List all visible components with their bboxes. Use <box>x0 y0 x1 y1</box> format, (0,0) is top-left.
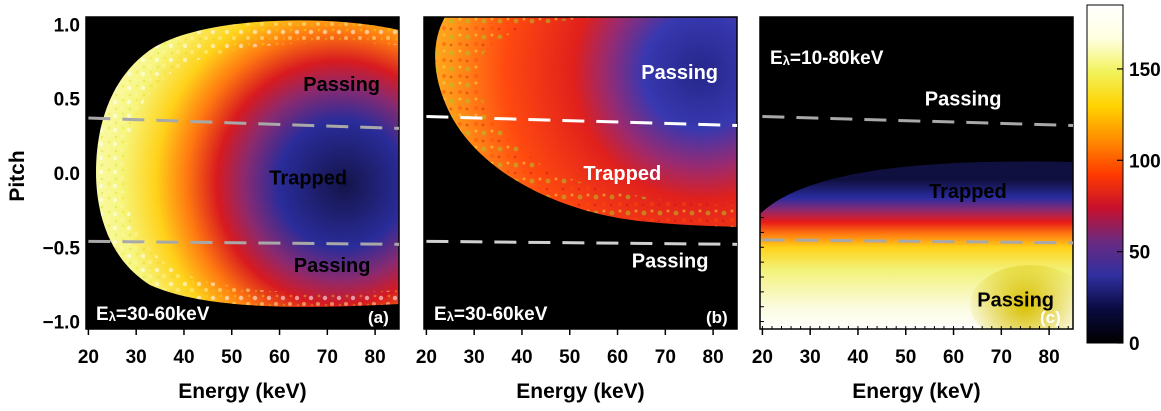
panel-c-glow <box>970 265 1073 329</box>
x-tick-label: 70 <box>317 347 338 368</box>
x-tick-label: 40 <box>173 347 194 368</box>
y-axis: 1.0 0.5 0.0 −0.5 −1.0 <box>42 15 764 334</box>
region-label-trapped: Trapped <box>269 167 347 189</box>
region-label-passing: Passing <box>977 289 1054 311</box>
colorbar-tick-label: 100 <box>1129 151 1161 172</box>
boundary-line <box>426 115 738 127</box>
x-tick-label: 60 <box>943 347 964 368</box>
panel-b-energy-range: Eλ=30-60keV <box>434 304 548 325</box>
x-tick-label: 40 <box>847 347 868 368</box>
colorbar-bar <box>1086 4 1124 344</box>
panel-c-energy-range: Eλ=10-80keV <box>770 48 884 69</box>
x-tick-label: 70 <box>991 347 1012 368</box>
x-tick-label: 80 <box>703 347 724 368</box>
panel-c-tag: (c) <box>1040 308 1061 327</box>
x-tick-label: 30 <box>464 347 485 368</box>
region-label-passing: Passing <box>632 251 709 273</box>
region-label-passing: Passing <box>294 255 371 277</box>
region-label-trapped: Trapped <box>583 163 661 185</box>
colorbar-tick-label: 150 <box>1129 60 1161 81</box>
boundary-line <box>88 116 400 130</box>
panel-a-energy-range: Eλ=30-60keV <box>96 304 210 325</box>
region-label-passing: Passing <box>641 62 718 84</box>
panel-b-tag: (b) <box>706 308 728 327</box>
region-label-trapped: Trapped <box>929 181 1007 203</box>
x-tick-label: 80 <box>365 347 386 368</box>
y-tick-label: 0.5 <box>54 90 81 111</box>
panel-c: Passing Trapped Passing Eλ=10-80keV (c) <box>759 16 1074 330</box>
region-label-passing: Passing <box>303 74 380 96</box>
x-tick-label: 50 <box>221 347 242 368</box>
region-label-passing: Passing <box>925 89 1002 111</box>
x-tick-label: 20 <box>752 347 773 368</box>
panel-a-tag: (a) <box>368 308 389 327</box>
boundary-line <box>762 238 1074 245</box>
x-tick-label: 50 <box>895 347 916 368</box>
boundary-line <box>88 239 400 246</box>
boundary-line <box>762 115 1074 127</box>
x-axes: 20 30 40 50 60 70 80 Energy (keV) 20 30 40 50 60 70 80… <box>78 326 1069 403</box>
y-axis-title: Pitch <box>6 150 29 201</box>
x-tick-label: 20 <box>78 347 99 368</box>
panel-a: Passing Trapped Passing Eλ=30-60keV (a) <box>85 16 400 330</box>
panel-b-distribution-speckle <box>435 17 737 227</box>
x-axis-title: Energy (keV) <box>516 380 644 403</box>
x-tick-label: 70 <box>655 347 676 368</box>
x-tick-label: 20 <box>416 347 437 368</box>
x-axis-title: Energy (keV) <box>852 380 980 403</box>
x-tick-label: 80 <box>1039 347 1060 368</box>
panel-b: Passing Trapped Passing Eλ=30-60keV (b) <box>423 16 738 330</box>
x-tick-label: 60 <box>269 347 290 368</box>
x-tick-label: 50 <box>559 347 580 368</box>
y-tick-label: 0.0 <box>54 164 80 185</box>
colorbar-tick-label: 0 <box>1129 334 1140 355</box>
x-tick-label: 30 <box>126 347 147 368</box>
y-tick-label: 1.0 <box>54 15 80 36</box>
y-tick-label: −1.0 <box>42 313 80 334</box>
x-tick-label: 40 <box>511 347 532 368</box>
y-tick-label: −0.5 <box>42 238 80 259</box>
x-tick-label: 30 <box>800 347 821 368</box>
x-axis-title: Energy (keV) <box>178 380 306 403</box>
colorbar-tick-label: 50 <box>1129 243 1150 264</box>
boundary-line <box>426 239 738 246</box>
x-tick-label: 60 <box>607 347 628 368</box>
colorbar: 150 100 50 0 <box>1086 4 1161 355</box>
panel-a-distribution <box>96 20 399 307</box>
